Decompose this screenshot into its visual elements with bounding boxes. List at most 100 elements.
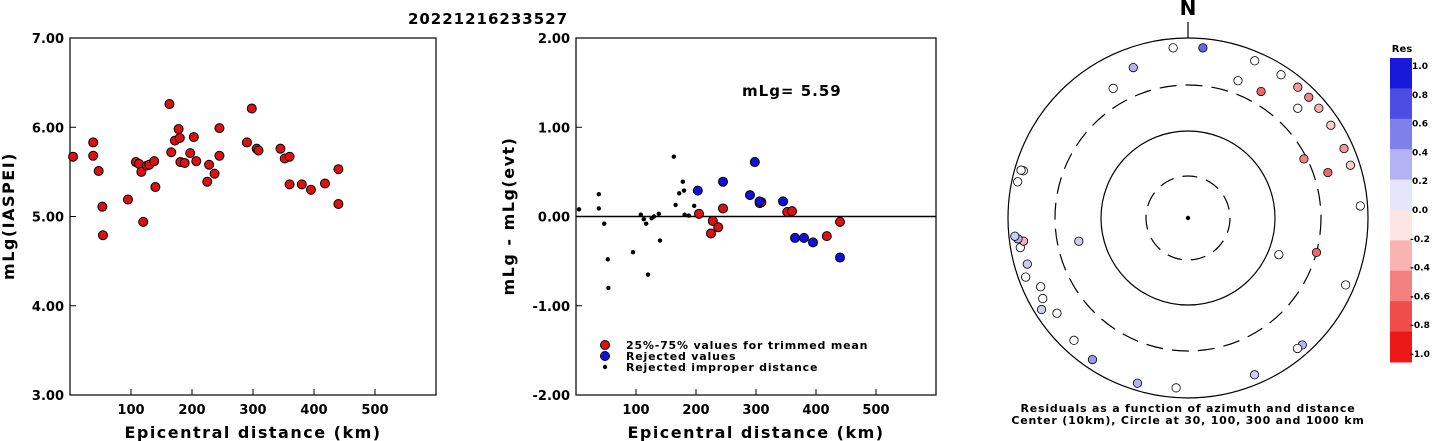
data-point bbox=[122, 194, 133, 205]
data-point bbox=[166, 147, 177, 158]
data-point bbox=[93, 165, 104, 176]
data-point bbox=[778, 196, 788, 207]
data-point bbox=[164, 99, 175, 110]
colorbar-ticks: 1.0 0.8 0.6 0.4 0.2 0.0 -0.2 -0.4 -0.6 -0.8 -1.0 bbox=[1410, 62, 1430, 360]
left-plot-frame bbox=[69, 37, 437, 396]
x-tick-label: 400 bbox=[300, 403, 327, 418]
x-tick-label: 300 bbox=[742, 403, 769, 418]
station-point bbox=[1339, 143, 1349, 154]
data-point bbox=[97, 201, 108, 212]
y-tick-label: -2.00 bbox=[533, 389, 570, 404]
data-point bbox=[149, 156, 160, 167]
colorbar-band bbox=[1390, 58, 1412, 89]
station-point bbox=[1256, 86, 1266, 97]
data-point bbox=[644, 221, 649, 226]
colorbar-band bbox=[1390, 118, 1412, 150]
data-point bbox=[576, 207, 582, 212]
station-point bbox=[1052, 308, 1062, 318]
data-point bbox=[602, 221, 607, 226]
station-point bbox=[1293, 82, 1303, 92]
data-point bbox=[68, 151, 79, 162]
data-point bbox=[677, 191, 682, 196]
data-point bbox=[799, 232, 809, 243]
middle-plot: 100 200 300 400 500 -2.00 -1.00 0.00 1.00 2.00 mL… bbox=[499, 32, 937, 441]
figure-title: 20221216233527 bbox=[408, 10, 568, 28]
station-point bbox=[1311, 247, 1322, 258]
colorbar-tick-label: -0.4 bbox=[1410, 264, 1430, 274]
data-point bbox=[319, 178, 330, 189]
data-point bbox=[657, 238, 663, 243]
station-point bbox=[1013, 177, 1023, 187]
data-point bbox=[681, 188, 687, 193]
data-point bbox=[596, 206, 601, 211]
station-point bbox=[1314, 103, 1324, 113]
colorbar-band bbox=[1390, 149, 1412, 181]
data-point bbox=[202, 176, 213, 187]
station-point bbox=[1016, 165, 1026, 175]
colorbar-tick-label: 0.2 bbox=[1412, 177, 1428, 187]
legend: 25%-75% values for trimmed mean Rejected… bbox=[600, 339, 867, 374]
data-point bbox=[246, 103, 257, 114]
station-point bbox=[1036, 304, 1047, 315]
station-point bbox=[1168, 43, 1178, 53]
data-point bbox=[204, 159, 215, 170]
x-tick-label: 200 bbox=[682, 403, 709, 418]
data-point bbox=[596, 191, 601, 197]
data-point bbox=[692, 185, 703, 196]
y-tick-label: 1.00 bbox=[538, 121, 570, 136]
polar-caption-line2: Center (10km), Circle at 30, 100, 300 an… bbox=[1011, 414, 1364, 427]
station-point bbox=[1323, 167, 1333, 178]
x-tick-label: 100 bbox=[117, 403, 144, 418]
data-point bbox=[686, 213, 691, 218]
station-point bbox=[1345, 160, 1356, 170]
data-point bbox=[185, 148, 196, 159]
middle-plot-ticks: 100 200 300 400 500 -2.00 -1.00 0.00 1.00 2.00 bbox=[533, 32, 890, 418]
middle-ylabel: mLg - mLg(evt) bbox=[499, 137, 518, 296]
data-point bbox=[253, 145, 264, 156]
left-plot-ticks: 100 200 300 400 500 3.00 4.00 5.00 6.00 7.00 bbox=[32, 32, 389, 418]
data-point bbox=[645, 272, 651, 277]
colorbar-tick-label: -0.8 bbox=[1410, 321, 1430, 331]
station-point bbox=[1021, 272, 1031, 282]
polar-caption-line1: Residuals as a function of azimuth and d… bbox=[1020, 402, 1355, 415]
station-point bbox=[1276, 70, 1286, 80]
data-point bbox=[754, 196, 765, 207]
data-point bbox=[713, 222, 724, 233]
y-tick-label: 4.00 bbox=[32, 300, 64, 315]
data-point bbox=[694, 208, 704, 219]
data-point bbox=[150, 182, 161, 193]
station-point bbox=[1274, 250, 1284, 260]
north-label: N bbox=[1180, 0, 1197, 20]
legend-red-marker bbox=[600, 340, 610, 350]
data-point bbox=[673, 202, 678, 208]
station-point bbox=[1326, 120, 1336, 130]
y-tick-label: 2.00 bbox=[538, 32, 570, 47]
data-point bbox=[88, 137, 99, 148]
station-point bbox=[1250, 56, 1260, 66]
mlg-annotation: mLg= 5.59 bbox=[742, 82, 842, 100]
station-point bbox=[1293, 103, 1303, 113]
x-tick-label: 200 bbox=[178, 403, 205, 418]
ring-1000km bbox=[1007, 37, 1369, 399]
station-point bbox=[1292, 343, 1303, 354]
data-point bbox=[241, 137, 252, 148]
y-tick-label: 0.00 bbox=[538, 211, 570, 226]
ring-300km bbox=[1054, 84, 1322, 352]
data-point bbox=[651, 214, 657, 219]
station-point bbox=[1341, 280, 1351, 290]
colorbar-band bbox=[1390, 179, 1412, 211]
data-point bbox=[641, 216, 646, 222]
azimuth-plot: N Residuals as a function of azimuth and… bbox=[1007, 0, 1369, 427]
station-point bbox=[1128, 62, 1138, 73]
data-point bbox=[808, 237, 818, 248]
data-point bbox=[745, 190, 755, 201]
data-point bbox=[680, 179, 685, 184]
data-point bbox=[173, 124, 184, 135]
station-point bbox=[1249, 370, 1260, 380]
middle-plot-points bbox=[576, 154, 845, 291]
station-point bbox=[1010, 231, 1020, 241]
left-plot: 100 200 300 400 500 3.00 4.00 5.00 6.00 7.00 Epic… bbox=[0, 32, 437, 441]
station-point bbox=[1036, 282, 1046, 292]
data-point bbox=[214, 123, 225, 134]
